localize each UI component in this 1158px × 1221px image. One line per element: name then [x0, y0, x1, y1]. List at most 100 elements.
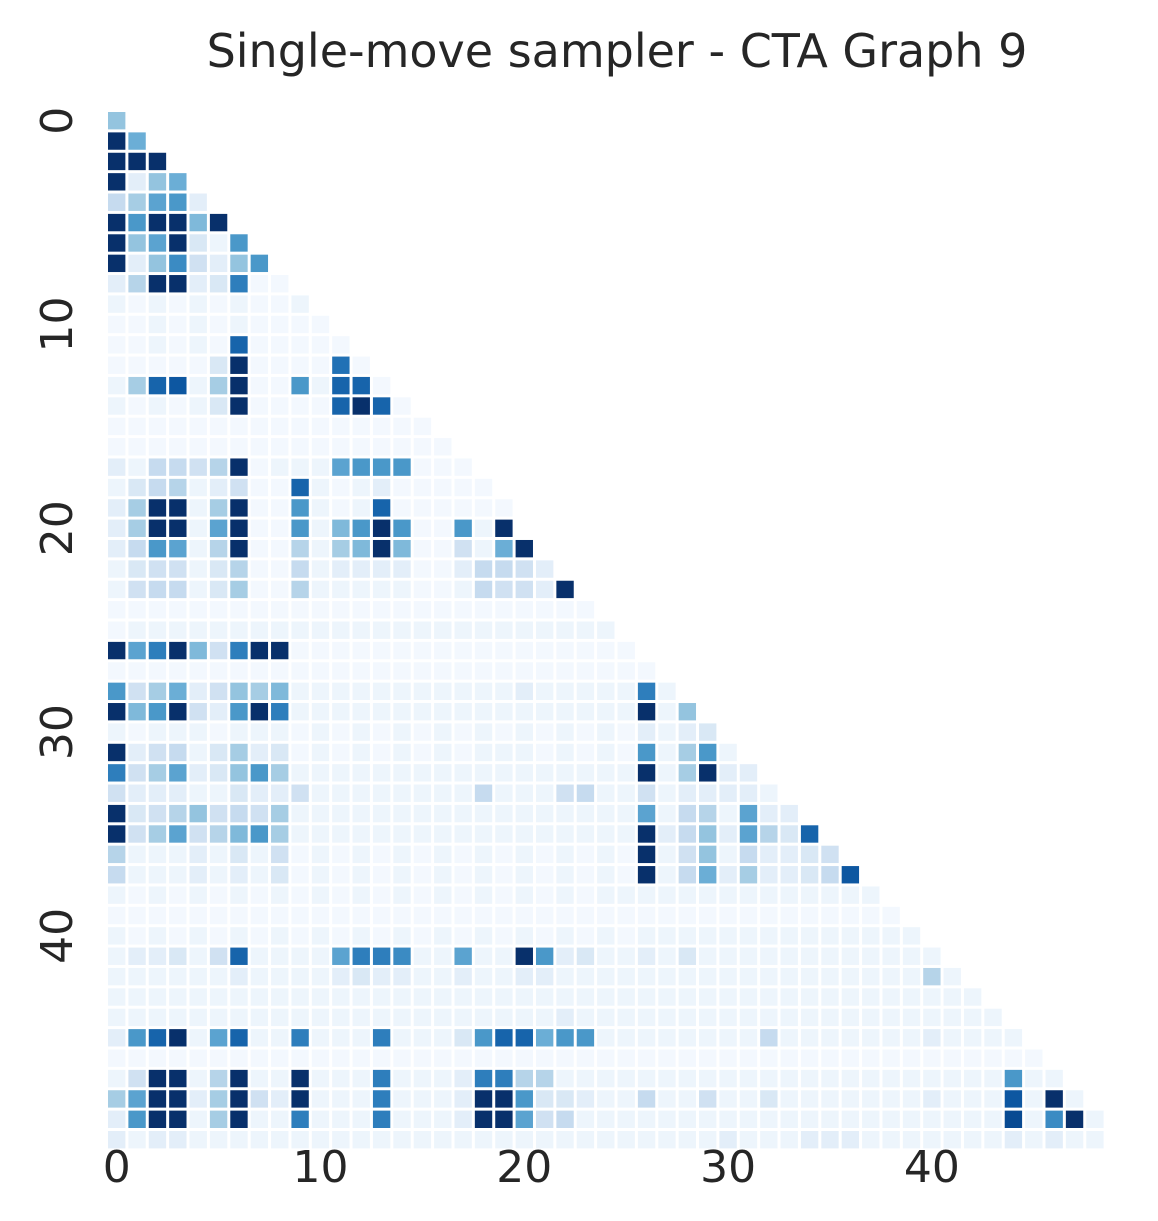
- heatmap-cell: [658, 764, 676, 782]
- y-tick-label: 10: [32, 296, 83, 352]
- heatmap-cell: [495, 621, 513, 639]
- heatmap-cell: [617, 1131, 635, 1149]
- heatmap-cell: [739, 906, 758, 925]
- heatmap-cell: [271, 519, 289, 537]
- heatmap-cell: [413, 499, 432, 517]
- heatmap-cell: [271, 845, 289, 864]
- heatmap-cell: [760, 1090, 778, 1108]
- heatmap-cell: [637, 682, 656, 701]
- heatmap-cell: [311, 764, 330, 782]
- heatmap-cell: [780, 1131, 798, 1149]
- heatmap-cell: [474, 743, 493, 762]
- heatmap-cell: [902, 1110, 921, 1128]
- heatmap-cell: [311, 988, 330, 1006]
- heatmap-cell: [393, 886, 411, 904]
- heatmap-cell: [576, 703, 595, 721]
- heatmap-cell: [230, 499, 248, 517]
- heatmap-cell: [474, 947, 493, 965]
- heatmap-cell: [250, 539, 269, 558]
- heatmap-cell: [535, 784, 554, 802]
- heatmap-cell: [250, 825, 269, 843]
- heatmap-cell: [413, 825, 432, 843]
- heatmap-cell: [148, 988, 167, 1006]
- heatmap-cell: [434, 580, 452, 599]
- heatmap-cell: [108, 1090, 126, 1108]
- heatmap-cell: [617, 703, 635, 721]
- heatmap-cell: [760, 1110, 778, 1128]
- heatmap-cell: [1065, 1131, 1084, 1149]
- heatmap-cell: [393, 927, 411, 945]
- heatmap-cell: [474, 1090, 493, 1108]
- heatmap-cell: [434, 1131, 452, 1149]
- heatmap-cell: [332, 438, 350, 456]
- heatmap-cell: [597, 886, 615, 904]
- heatmap-cell: [739, 988, 758, 1006]
- heatmap-cell: [352, 356, 370, 374]
- heatmap-cell: [148, 1049, 167, 1067]
- heatmap-cell: [678, 886, 697, 904]
- heatmap-cell: [250, 254, 269, 273]
- heatmap-cell: [332, 967, 350, 986]
- heatmap-cell: [189, 784, 207, 802]
- heatmap-cell: [332, 825, 350, 843]
- heatmap-cell: [108, 1110, 126, 1128]
- heatmap-cell: [169, 825, 187, 843]
- heatmap-cell: [230, 804, 248, 823]
- heatmap-cell: [495, 886, 513, 904]
- heatmap-cell: [841, 866, 860, 884]
- heatmap-cell: [984, 1069, 1002, 1088]
- heatmap-cell: [189, 1090, 207, 1108]
- heatmap-cell: [372, 601, 391, 619]
- heatmap-cell: [515, 580, 533, 599]
- heatmap-cell: [923, 1008, 941, 1027]
- heatmap-cell: [535, 1029, 554, 1047]
- heatmap-cell: [169, 539, 187, 558]
- heatmap-cell: [332, 1110, 350, 1128]
- heatmap-cell: [372, 743, 391, 762]
- heatmap-cell: [739, 866, 758, 884]
- heatmap-cell: [780, 1049, 798, 1067]
- heatmap-cell: [128, 967, 146, 986]
- heatmap-cell: [576, 845, 595, 864]
- heatmap-cell: [352, 641, 370, 660]
- heatmap-cell: [882, 1090, 900, 1108]
- heatmap-cell: [291, 1049, 309, 1067]
- heatmap-cell: [128, 539, 146, 558]
- heatmap-cell: [699, 764, 717, 782]
- heatmap-cell: [535, 580, 554, 599]
- heatmap-cell: [760, 1049, 778, 1067]
- heatmap-cell: [454, 499, 472, 517]
- heatmap-cell: [821, 1069, 839, 1088]
- heatmap-cell: [556, 1049, 574, 1067]
- heatmap-cell: [739, 886, 758, 904]
- heatmap-cell: [169, 397, 187, 415]
- heatmap-cell: [719, 1069, 737, 1088]
- heatmap-cell: [189, 743, 207, 762]
- heatmap-cell: [393, 947, 411, 965]
- heatmap-cell: [780, 825, 798, 843]
- heatmap-cell: [108, 213, 126, 232]
- heatmap-cell: [780, 845, 798, 864]
- heatmap-cell: [678, 927, 697, 945]
- heatmap-cell: [434, 825, 452, 843]
- heatmap-cell: [108, 886, 126, 904]
- heatmap-cell: [271, 621, 289, 639]
- heatmap-cell: [515, 764, 533, 782]
- heatmap-cell: [597, 1008, 615, 1027]
- heatmap-cell: [760, 1029, 778, 1047]
- heatmap-cell: [556, 784, 574, 802]
- heatmap-cell: [148, 438, 167, 456]
- heatmap-cell: [250, 397, 269, 415]
- heatmap-cell: [189, 1008, 207, 1027]
- heatmap-cell: [617, 906, 635, 925]
- heatmap-cell: [495, 743, 513, 762]
- heatmap-cell: [515, 621, 533, 639]
- heatmap-cell: [474, 1069, 493, 1088]
- heatmap-cell: [291, 580, 309, 599]
- heatmap-cell: [332, 845, 350, 864]
- heatmap-cell: [434, 499, 452, 517]
- heatmap-cell: [699, 784, 717, 802]
- heatmap-cell: [311, 621, 330, 639]
- heatmap-cell: [271, 275, 289, 293]
- heatmap-cell: [169, 723, 187, 741]
